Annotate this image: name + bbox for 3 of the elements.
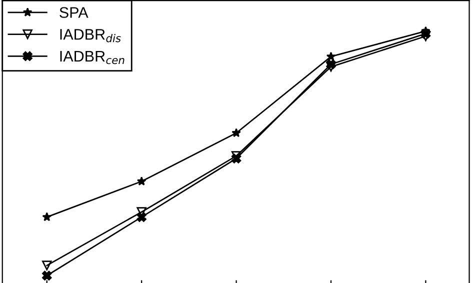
legend-label: IADBR$_{dis}$ — [60, 29, 121, 42]
legend-label: IADBR$_{cen}$ — [60, 50, 124, 64]
legend-label: SPA — [60, 7, 88, 18]
